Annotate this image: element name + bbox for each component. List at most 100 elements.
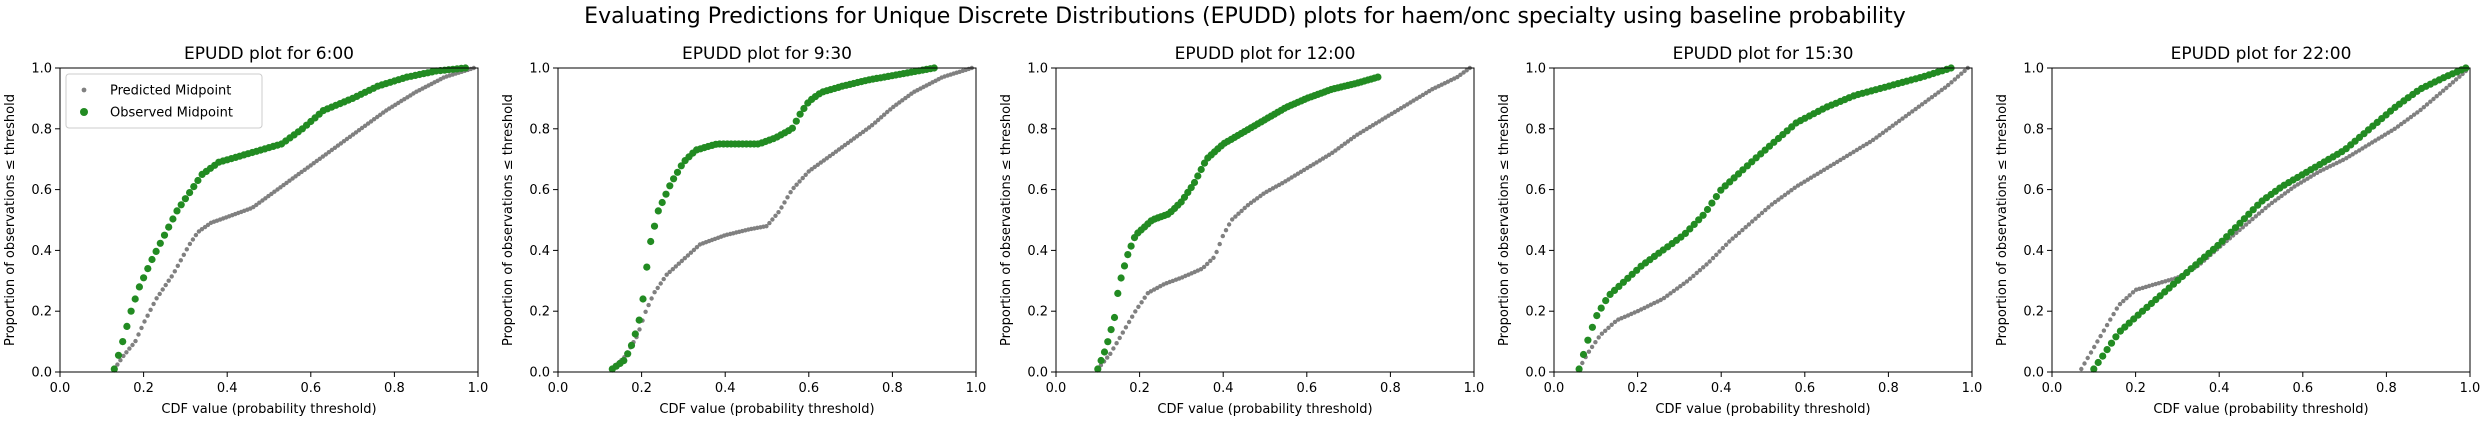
predicted-point — [1678, 284, 1683, 289]
predicted-point — [2389, 128, 2394, 133]
observed-point — [190, 183, 198, 191]
predicted-point — [187, 241, 193, 247]
predicted-point — [1805, 177, 1811, 182]
x-axis-label: CDF value (probability threshold) — [1157, 402, 1372, 417]
predicted-point — [1779, 195, 1784, 200]
predicted-point — [800, 175, 805, 181]
observed-point — [1110, 313, 1119, 322]
predicted-point — [1674, 286, 1680, 291]
predicted-point — [1208, 258, 1213, 263]
predicted-point — [1717, 249, 1722, 254]
predicted-point — [2279, 193, 2284, 199]
predicted-point — [1962, 68, 1967, 74]
predicted-point — [2315, 170, 2320, 175]
predicted-point — [124, 350, 129, 355]
x-tick-label: 0.4 — [217, 381, 238, 396]
predicted-point — [2104, 322, 2110, 328]
predicted-point — [2092, 344, 2097, 350]
chart-panel-0: EPUDD plot for 6:00 0.0 0.2 0.4 0.6 0.8 1.0 0.0… — [3, 44, 488, 417]
predicted-point — [1642, 305, 1647, 311]
predicted-point — [1345, 139, 1351, 144]
predicted-point — [900, 98, 905, 103]
predicted-point — [1373, 121, 1379, 126]
predicted-point — [882, 112, 887, 117]
predicted-point — [2437, 91, 2443, 96]
y-axis-label: Proportion of observations ≤ threshold — [3, 94, 18, 346]
observed-point — [110, 365, 118, 373]
predicted-point — [1913, 106, 1918, 112]
predicted-point — [272, 189, 277, 194]
predicted-point — [1772, 199, 1778, 205]
x-tick-label: 1.0 — [468, 381, 489, 396]
x-tick-label: 0.4 — [1213, 381, 1234, 396]
predicted-point — [1714, 252, 1719, 257]
predicted-point — [1139, 300, 1144, 305]
observed-point — [1708, 199, 1716, 207]
observed-point — [2112, 333, 2120, 341]
predicted-point — [2124, 296, 2129, 301]
predicted-point — [133, 338, 138, 344]
predicted-point — [154, 296, 159, 301]
predicted-point — [2353, 150, 2359, 155]
observed-point — [2227, 228, 2235, 236]
predicted-point — [869, 123, 875, 128]
predicted-point — [1205, 261, 1210, 267]
chart-panel-2: EPUDD plot for 12:00 0.0 0.2 0.4 0.6 0.8 1.0 0.… — [999, 44, 1484, 417]
predicted-point — [2250, 216, 2255, 222]
predicted-point — [2392, 126, 2397, 131]
observed-point — [796, 110, 804, 118]
observed-series — [110, 64, 470, 373]
predicted-point — [1818, 169, 1824, 174]
observed-point — [152, 247, 160, 255]
predicted-point — [1619, 316, 1624, 321]
predicted-point — [2082, 361, 2087, 366]
predicted-point — [1248, 200, 1254, 205]
predicted-point — [1838, 157, 1843, 163]
predicted-point — [1133, 309, 1138, 314]
predicted-series — [1095, 65, 1473, 372]
predicted-point — [172, 269, 177, 274]
predicted-point — [1336, 146, 1341, 151]
predicted-point — [130, 342, 135, 348]
predicted-point — [1877, 133, 1882, 138]
predicted-point — [1586, 349, 1592, 354]
y-axis-label: Proportion of observations ≤ threshold — [999, 94, 1014, 346]
predicted-point — [2282, 191, 2288, 196]
x-axis-label: CDF value (probability threshold) — [161, 402, 376, 417]
observed-point — [123, 322, 131, 330]
y-tick-label: 0.4 — [1027, 244, 1048, 259]
predicted-point — [1707, 259, 1712, 264]
x-tick-label: 0.2 — [133, 381, 154, 396]
observed-point — [135, 283, 143, 291]
predicted-point — [1117, 335, 1122, 341]
predicted-point — [2130, 290, 2136, 295]
predicted-point — [2302, 178, 2307, 183]
observed-point — [1588, 323, 1596, 331]
predicted-point — [782, 200, 787, 205]
predicted-point — [2402, 119, 2407, 125]
predicted-point — [2321, 167, 2326, 172]
observed-point — [677, 162, 685, 170]
predicted-point — [136, 332, 141, 337]
predicted-point — [1828, 163, 1833, 168]
predicted-point — [1880, 130, 1886, 135]
predicted-point — [2395, 124, 2401, 129]
predicted-point — [1126, 319, 1132, 325]
predicted-point — [2253, 214, 2258, 219]
observed-point — [2218, 237, 2226, 245]
observed-point — [627, 341, 636, 349]
y-tick-label: 0.4 — [2023, 244, 2044, 259]
predicted-point — [888, 107, 893, 112]
observed-point — [169, 215, 177, 223]
predicted-point — [1398, 106, 1404, 111]
predicted-point — [314, 158, 319, 164]
x-tick-label: 0.6 — [300, 381, 321, 396]
predicted-point — [785, 195, 790, 200]
observed-point — [165, 223, 173, 231]
predicted-point — [1723, 242, 1729, 247]
predicted-point — [2431, 96, 2436, 102]
predicted-point — [664, 272, 669, 277]
predicted-point — [2088, 350, 2094, 355]
observed-point — [1584, 336, 1592, 344]
predicted-point — [1612, 319, 1618, 325]
